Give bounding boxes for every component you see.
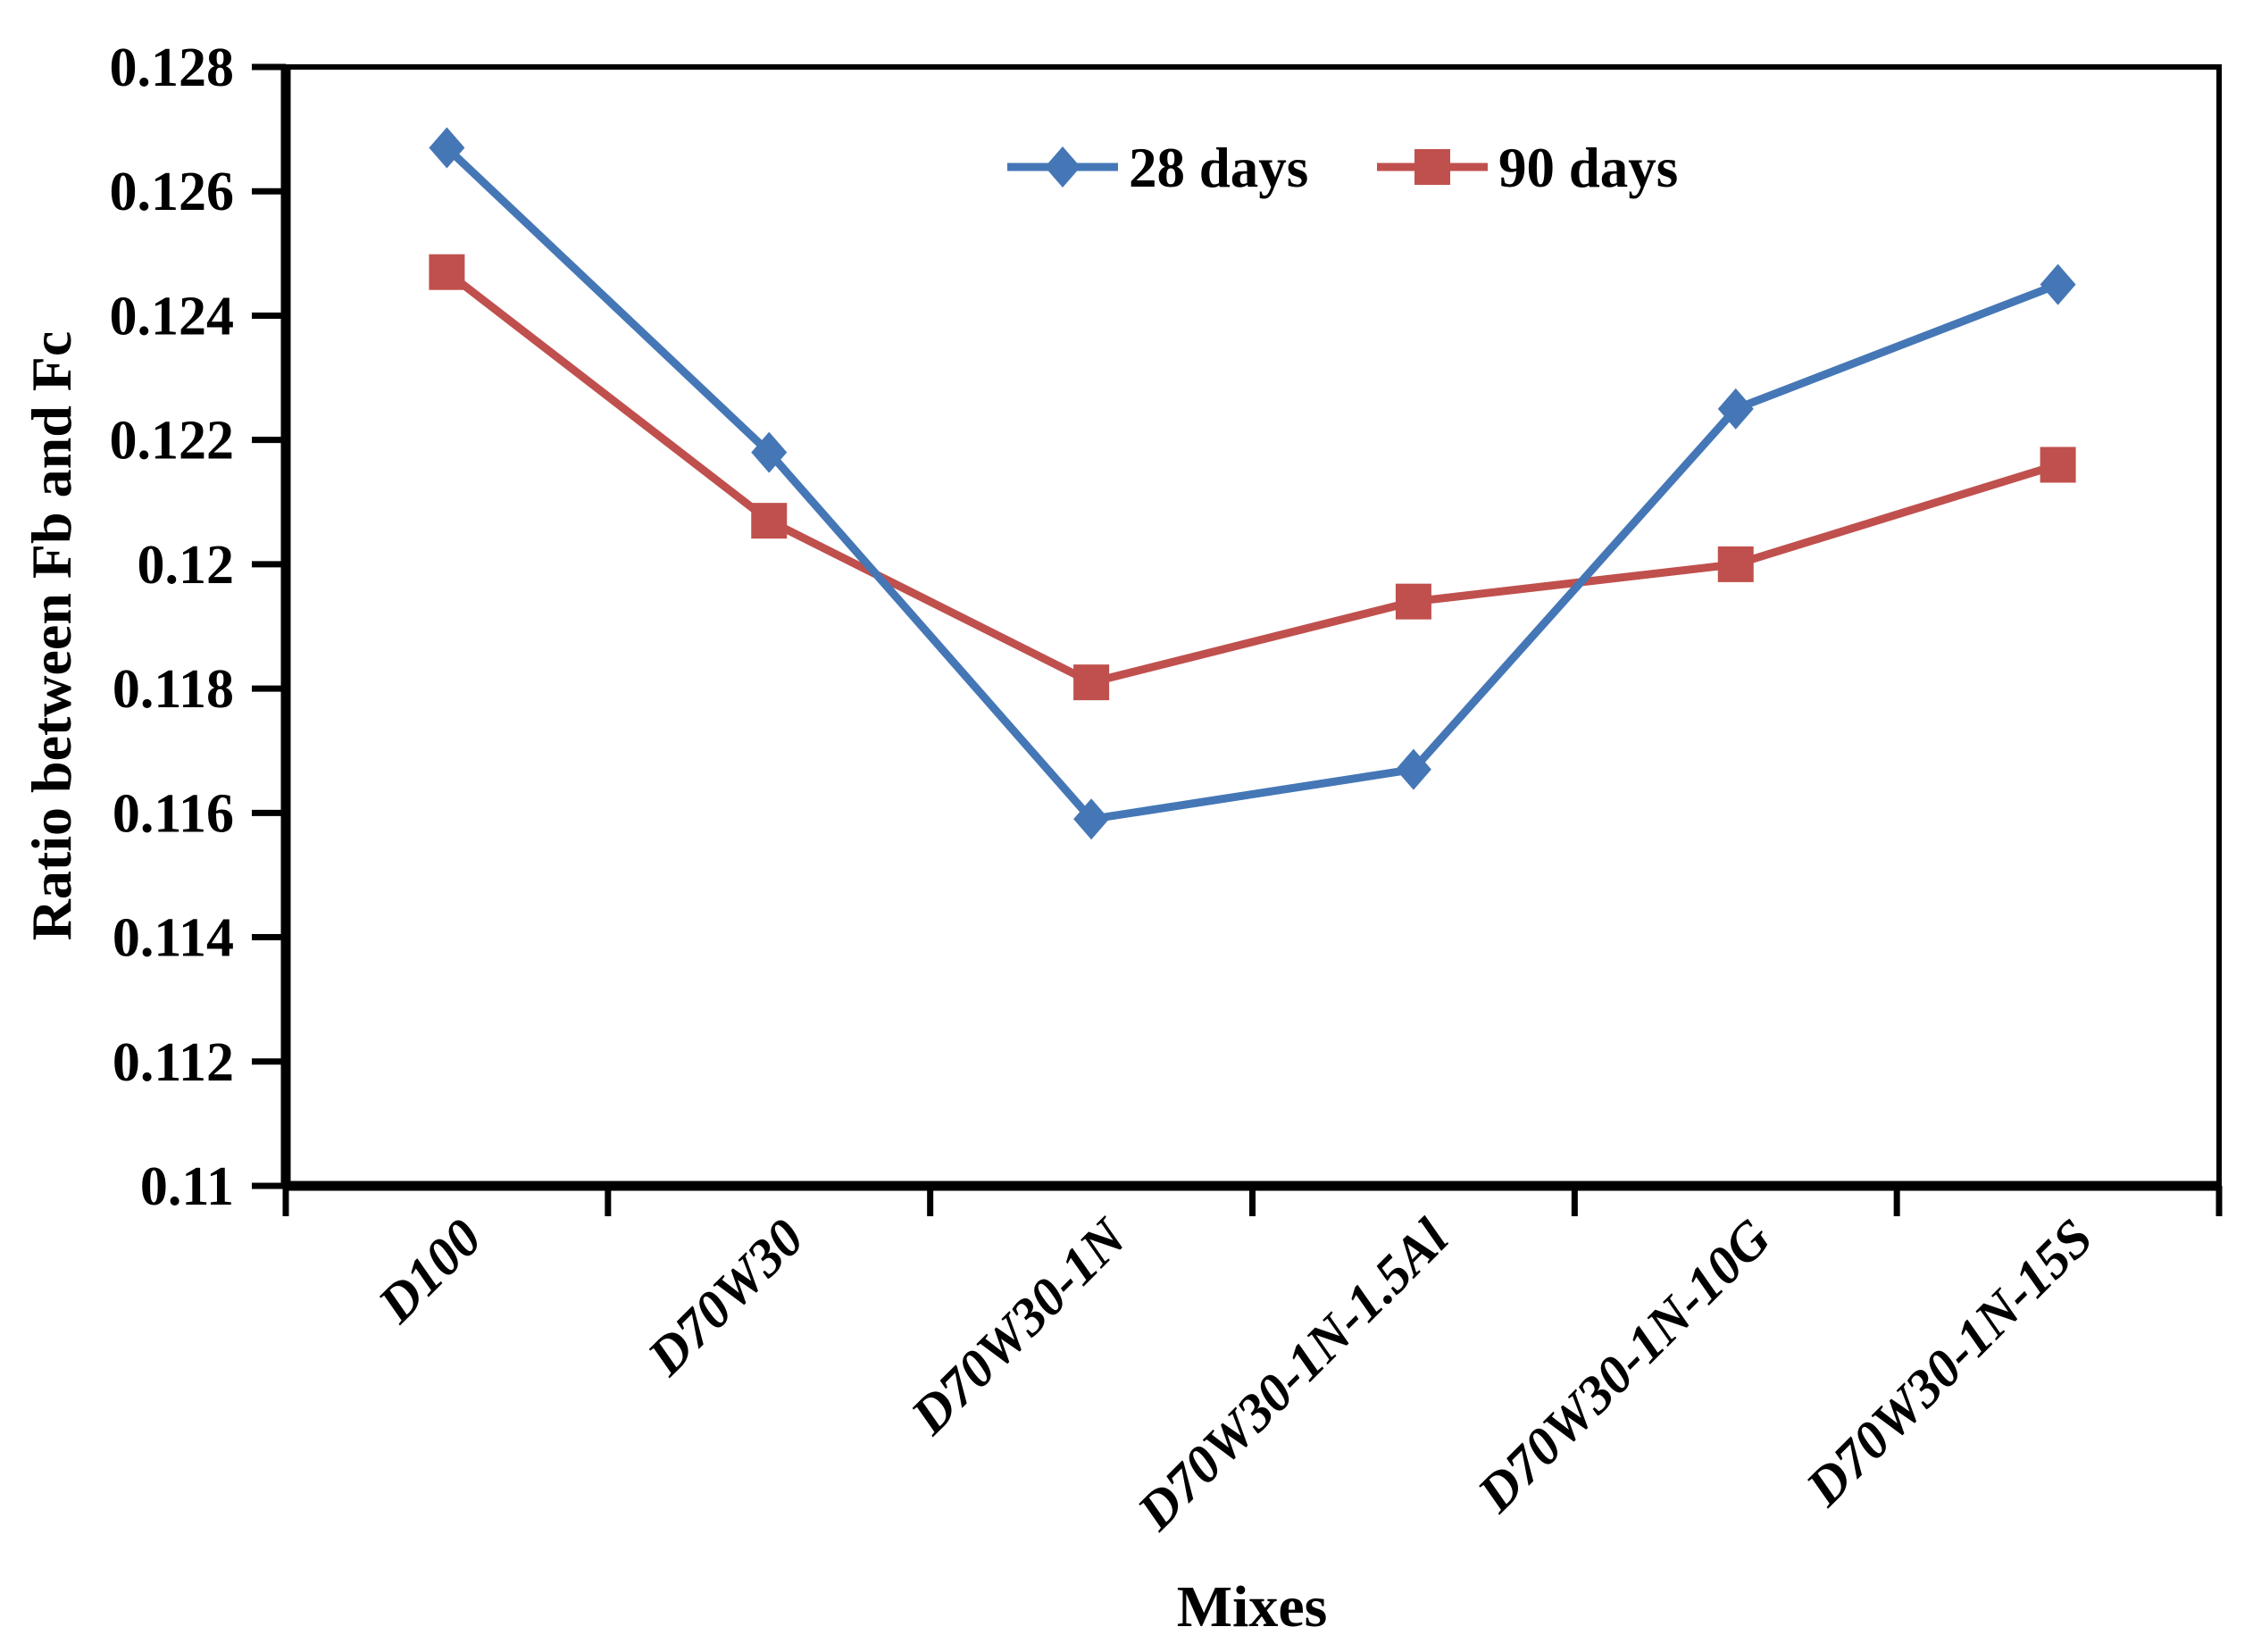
y-tick-label: 0.12	[138, 535, 235, 596]
y-tick-label: 0.124	[110, 286, 235, 346]
x-category-label: D70W30-1N-15S	[1794, 1208, 2104, 1518]
x-category-label: D70W30-1N	[899, 1206, 1139, 1446]
marker-28-days	[1073, 798, 1110, 840]
legend-label-90-days: 90 days	[1498, 137, 1678, 199]
marker-28-days	[2040, 263, 2076, 305]
y-tick-label: 0.112	[113, 1032, 234, 1093]
marker-28-days	[429, 127, 465, 169]
plot-area-border	[283, 64, 2222, 1189]
marker-90-days	[1717, 546, 1754, 582]
legend-marker-90-days	[1414, 149, 1450, 185]
y-axis-title: Ratio between Fb and Fc	[20, 330, 83, 941]
y-tick-label: 0.126	[110, 162, 235, 222]
legend-label-28-days: 28 days	[1129, 137, 1308, 199]
x-category-label: D70W30-1N-1.5Al	[1125, 1207, 1459, 1541]
x-category-label: D70W30-1N-10G	[1465, 1208, 1782, 1524]
x-axis-title: Mixes	[1176, 1574, 1328, 1639]
y-tick-label: 0.118	[113, 659, 234, 720]
marker-28-days	[1717, 388, 1754, 430]
marker-90-days	[751, 503, 788, 539]
marker-90-days	[1395, 583, 1431, 620]
legend-marker-28-days	[1045, 146, 1081, 188]
marker-28-days	[751, 431, 788, 473]
marker-90-days	[1073, 664, 1110, 701]
x-category-label: D70W30	[636, 1208, 815, 1388]
marker-28-days	[1395, 748, 1431, 790]
y-tick-label: 0.11	[140, 1156, 234, 1217]
series-line-28-days	[444, 145, 2060, 824]
series-line-90-days	[444, 269, 2059, 687]
marker-90-days	[2040, 446, 2076, 483]
y-tick-label: 0.114	[113, 908, 234, 969]
y-tick-label: 0.122	[110, 411, 235, 471]
marker-90-days	[429, 254, 465, 290]
y-tick-label: 0.128	[110, 38, 235, 98]
x-category-label: D100	[366, 1208, 493, 1335]
y-tick-label: 0.116	[113, 783, 234, 844]
